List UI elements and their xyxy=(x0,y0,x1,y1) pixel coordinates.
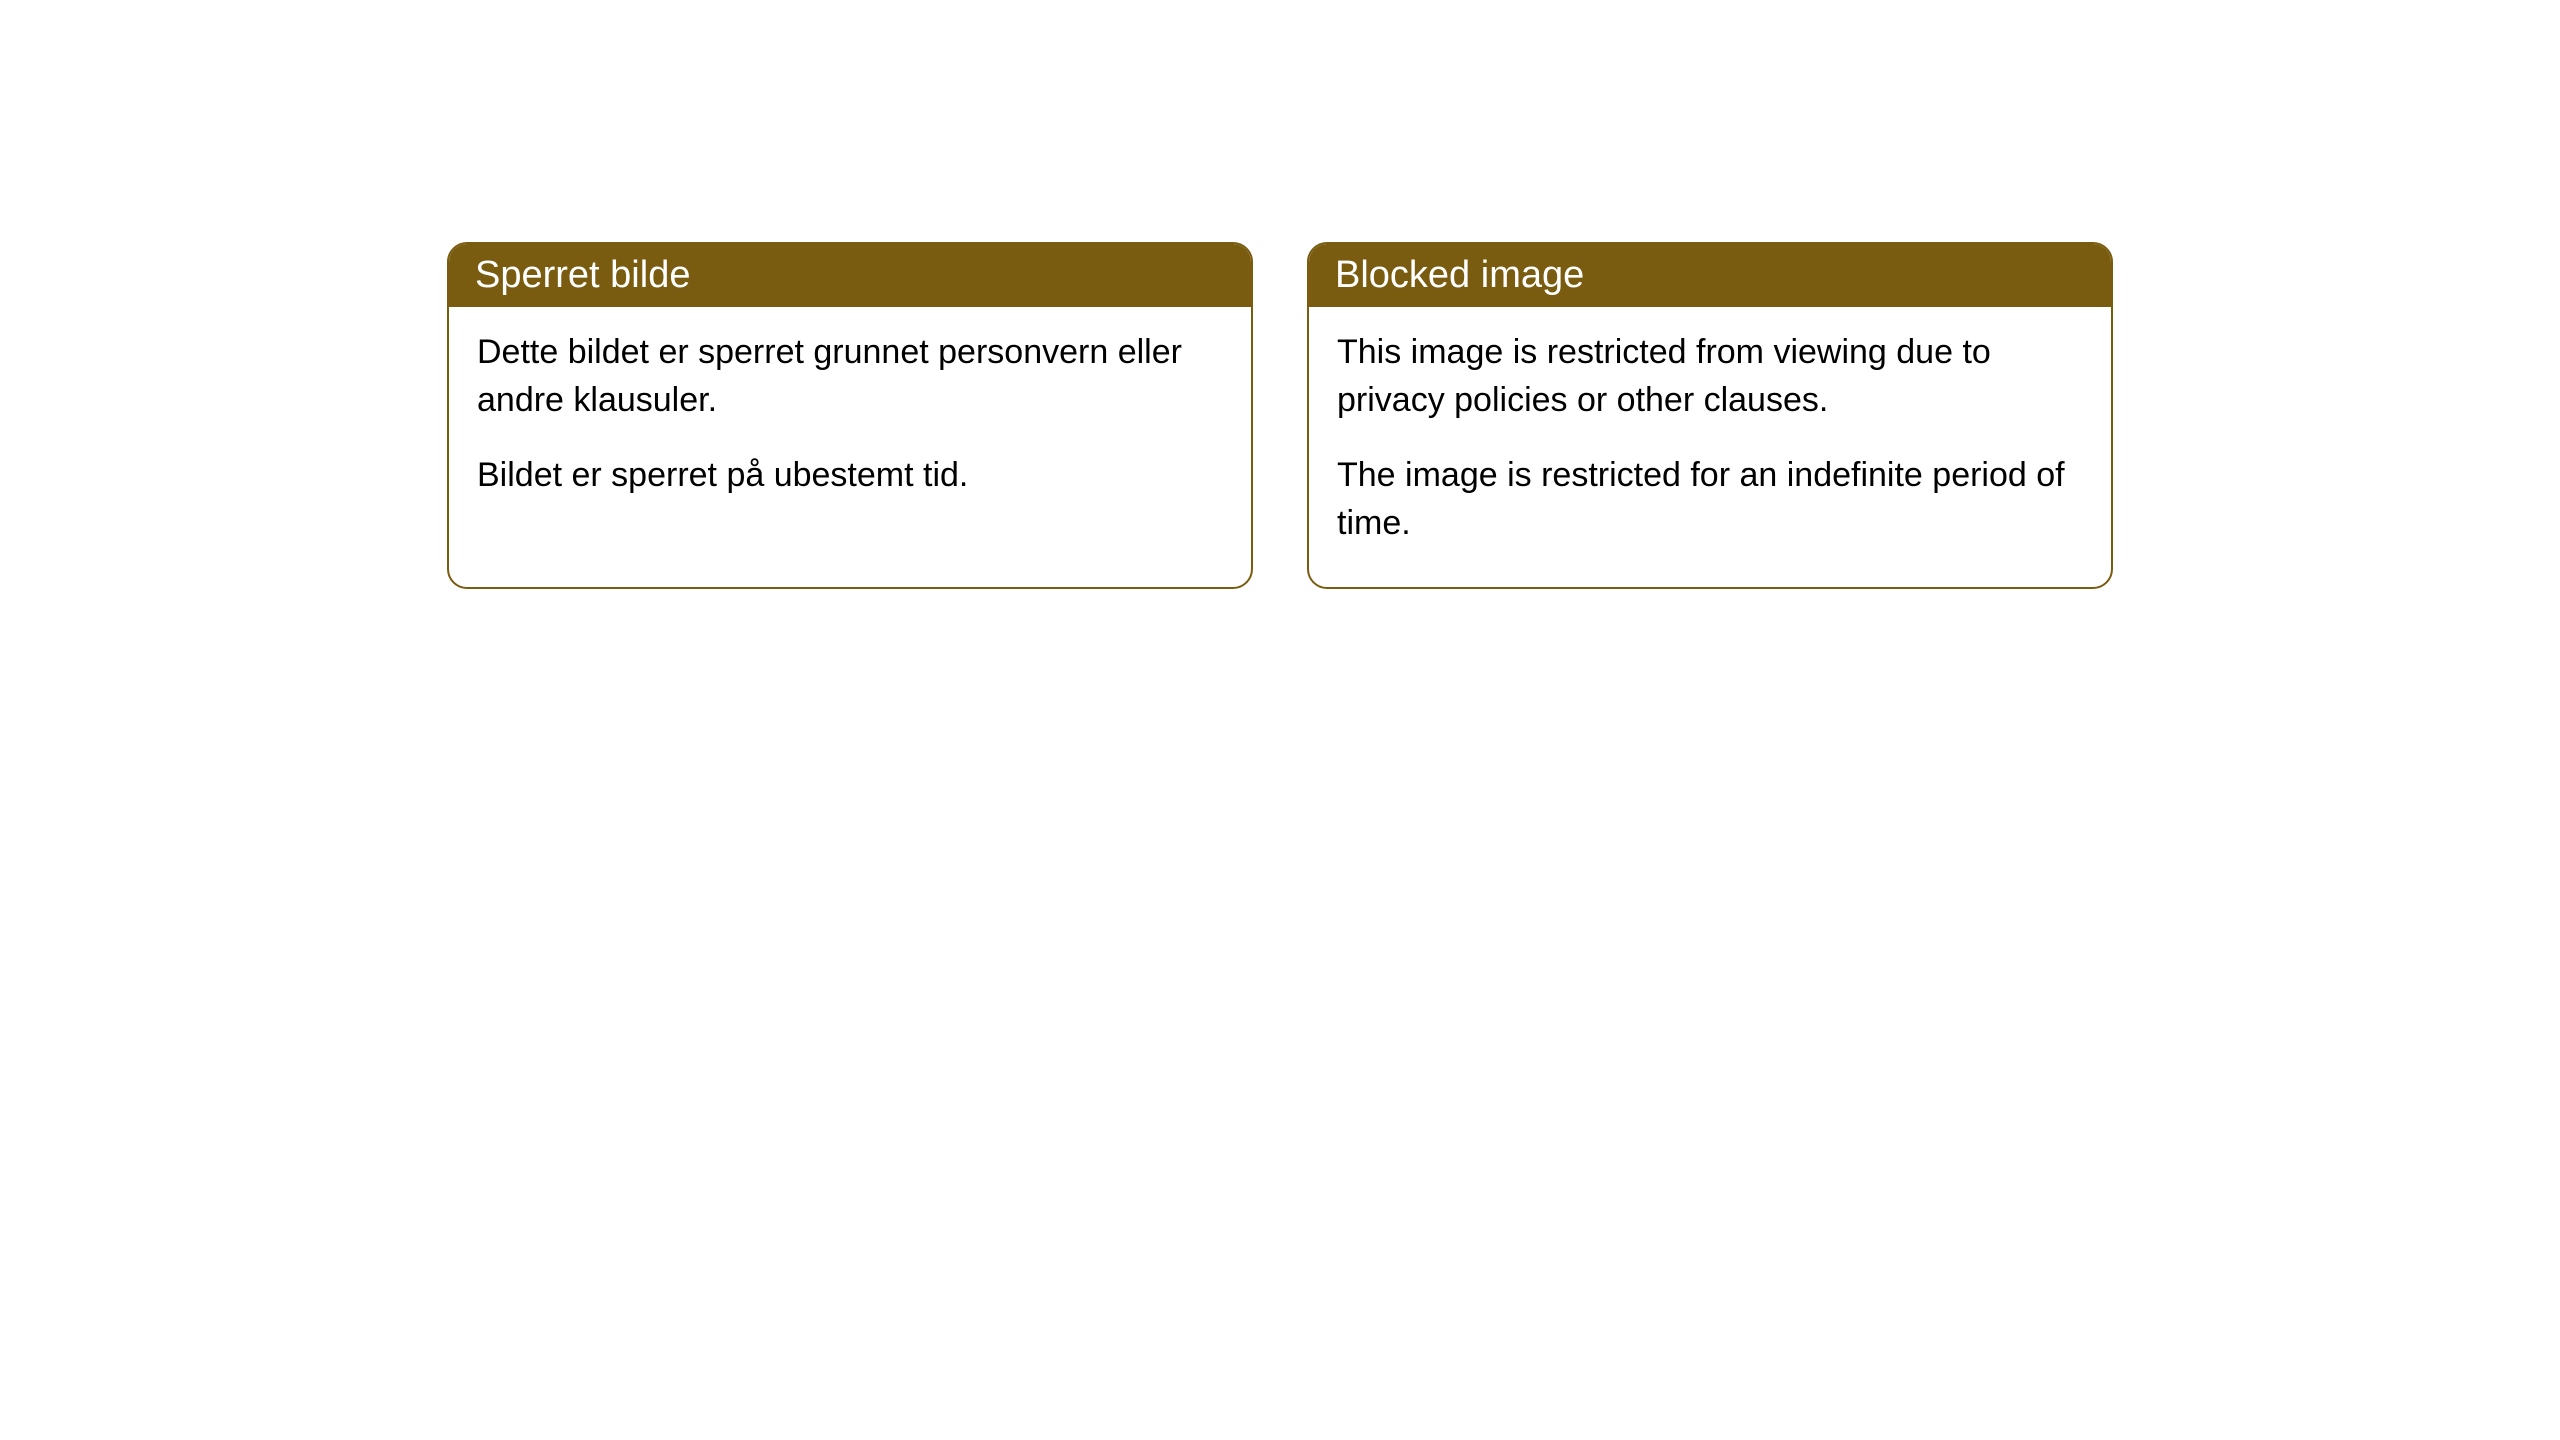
card-body-english: This image is restricted from viewing du… xyxy=(1309,307,2111,587)
card-paragraph-2: Bildet er sperret på ubestemt tid. xyxy=(477,452,1223,500)
card-container: Sperret bilde Dette bildet er sperret gr… xyxy=(447,242,2113,589)
blocked-image-card-norwegian: Sperret bilde Dette bildet er sperret gr… xyxy=(447,242,1253,589)
card-header-norwegian: Sperret bilde xyxy=(449,244,1251,307)
card-body-norwegian: Dette bildet er sperret grunnet personve… xyxy=(449,307,1251,540)
blocked-image-card-english: Blocked image This image is restricted f… xyxy=(1307,242,2113,589)
card-title: Blocked image xyxy=(1335,254,1584,296)
card-paragraph-1: This image is restricted from viewing du… xyxy=(1337,329,2083,424)
card-header-english: Blocked image xyxy=(1309,244,2111,307)
card-paragraph-1: Dette bildet er sperret grunnet personve… xyxy=(477,329,1223,424)
card-title: Sperret bilde xyxy=(475,254,690,296)
card-paragraph-2: The image is restricted for an indefinit… xyxy=(1337,452,2083,547)
